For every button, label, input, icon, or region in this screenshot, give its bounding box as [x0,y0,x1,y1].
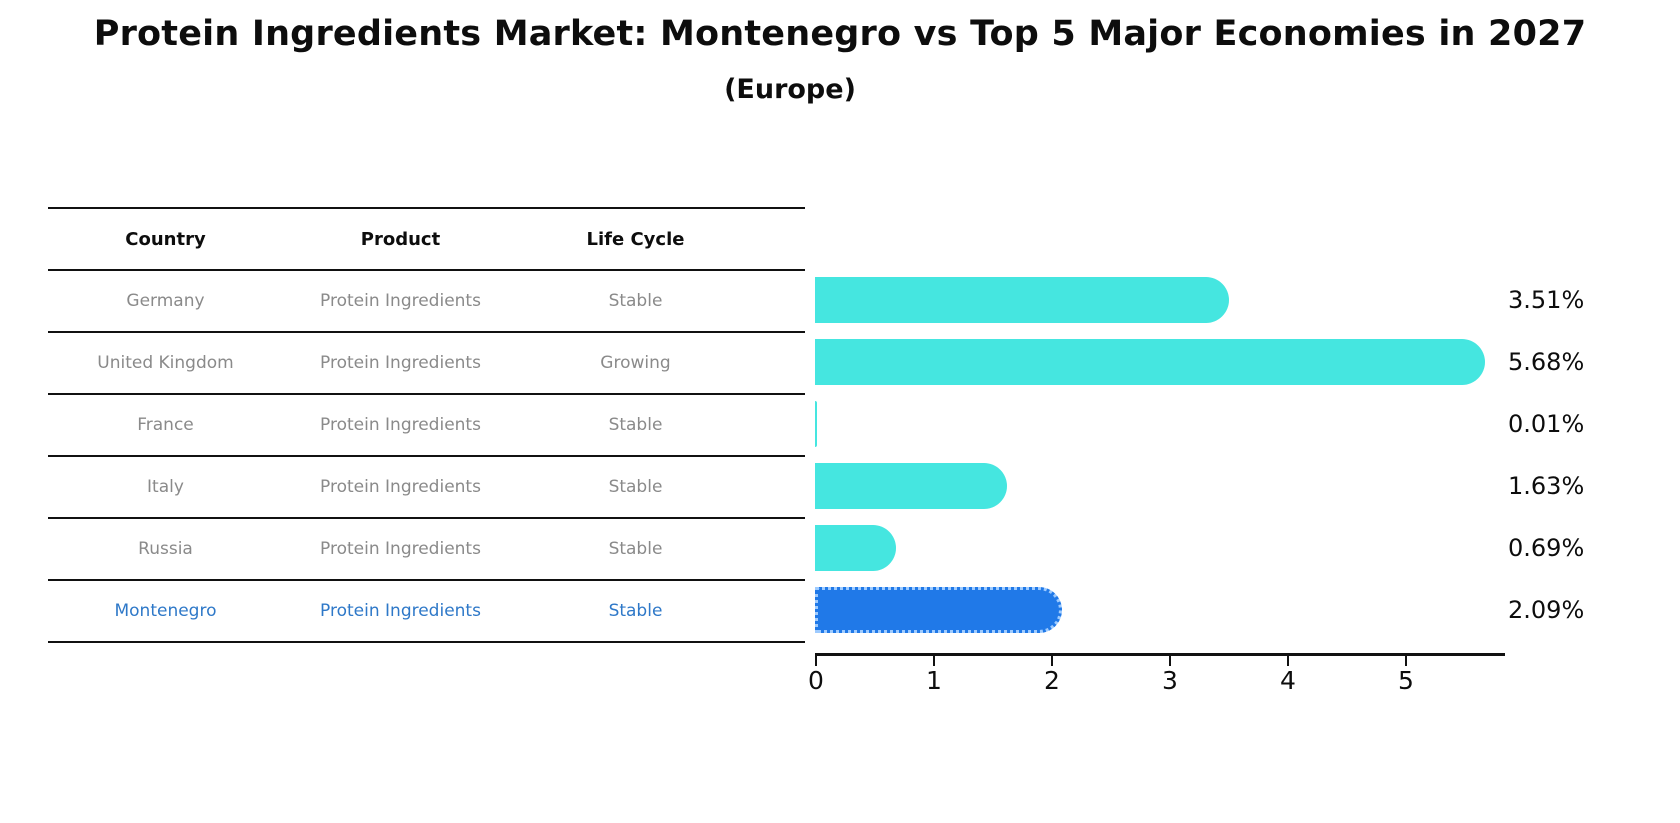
table-row-montenegro: Montenegro Protein Ingredients Stable [48,581,805,643]
bar-russia [815,525,897,571]
bar-italy [815,463,1008,509]
bar-row [815,455,1515,517]
x-axis-tick-label: 1 [926,666,942,695]
value-label: 1.63% [1508,472,1585,500]
value-label: 5.68% [1508,348,1585,376]
cell-country: United Kingdom [97,353,234,373]
x-axis [815,653,1505,656]
value-label: 0.01% [1508,410,1585,438]
cell-country: Russia [138,539,193,559]
x-axis-tick [815,656,817,666]
x-axis-tick-label: 3 [1162,666,1178,695]
bar-germany [815,277,1229,323]
cell-product: Protein Ingredients [320,477,481,497]
cell-life-cycle: Stable [608,477,663,497]
x-axis-tick [1405,656,1407,666]
cell-life-cycle: Growing [600,353,671,373]
table-row: United Kingdom Protein Ingredients Growi… [48,333,805,395]
cell-country: Germany [126,291,205,311]
page-subtitle: (Europe) [724,74,856,105]
country-table: Country Product Life Cycle Germany Prote… [48,207,805,643]
x-axis-tick-label: 0 [808,666,824,695]
value-label: 0.69% [1508,534,1585,562]
col-header-life-cycle: Life Cycle [586,228,685,250]
value-labels: 3.51% 5.68% 0.01% 1.63% 0.69% 2.09% [1508,269,1658,641]
cell-country: Montenegro [114,601,217,621]
bar-row [815,393,1515,455]
cell-life-cycle: Stable [608,415,663,435]
x-axis-tick [1169,656,1171,666]
value-label: 2.09% [1508,596,1585,624]
bar-france [815,401,817,447]
x-axis-tick [1287,656,1289,666]
cell-product: Protein Ingredients [320,353,481,373]
cell-country: Italy [147,477,184,497]
table-header-row: Country Product Life Cycle [48,209,805,271]
table-row: Germany Protein Ingredients Stable [48,271,805,333]
cell-life-cycle: Stable [608,291,663,311]
col-header-country: Country [125,228,206,250]
x-axis-tick-label: 4 [1280,666,1296,695]
bar-chart [815,269,1515,641]
cell-country: France [137,415,194,435]
x-axis-tick [933,656,935,666]
value-label: 3.51% [1508,286,1585,314]
bar-row [815,517,1515,579]
cell-product: Protein Ingredients [320,291,481,311]
bar-montenegro [815,587,1062,633]
x-axis-tick-label: 5 [1398,666,1414,695]
bar-row [815,331,1515,393]
cell-product: Protein Ingredients [320,415,481,435]
cell-life-cycle: Stable [608,539,663,559]
col-header-product: Product [360,228,441,250]
table-row: France Protein Ingredients Stable [48,395,805,457]
page-title: Protein Ingredients Market: Montenegro v… [93,14,1587,54]
cell-product: Protein Ingredients [320,539,481,559]
x-axis-tick-label: 2 [1044,666,1060,695]
table-row: Italy Protein Ingredients Stable [48,457,805,519]
cell-life-cycle: Stable [608,601,663,621]
bar-row [815,269,1515,331]
bar-row [815,579,1515,641]
cell-product: Protein Ingredients [320,601,481,621]
table-row: Russia Protein Ingredients Stable [48,519,805,581]
bar-united-kingdom [815,339,1485,385]
x-axis-tick [1051,656,1053,666]
